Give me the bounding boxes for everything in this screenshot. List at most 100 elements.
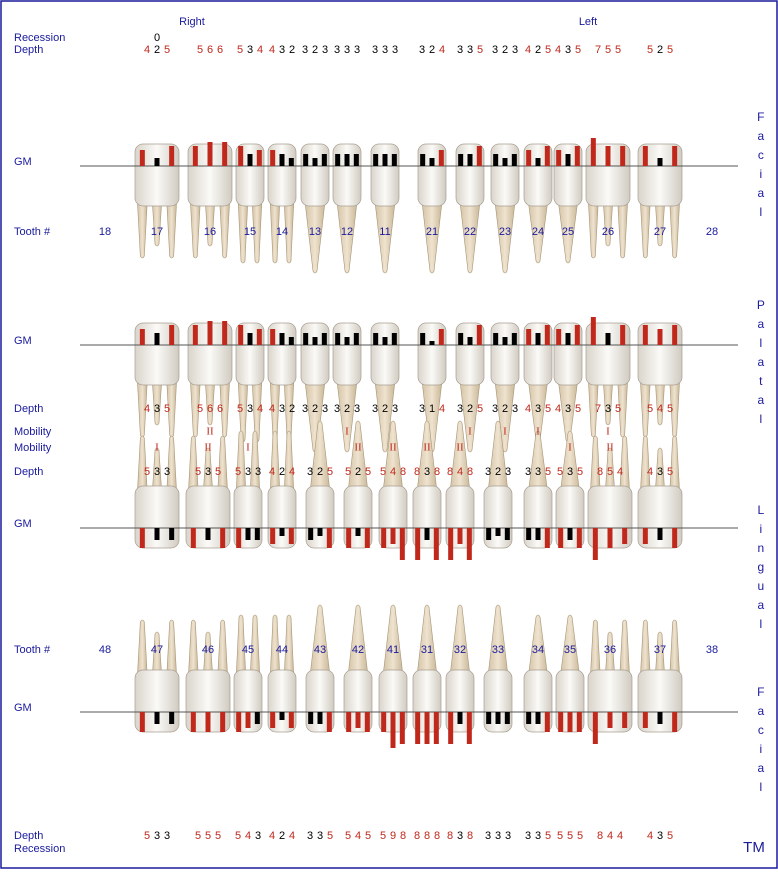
depth-value: 3	[512, 403, 518, 415]
pocket-bar	[576, 528, 582, 548]
pocket-bar	[504, 528, 510, 540]
depth-value: 2	[502, 44, 508, 56]
depth-value: 8	[434, 830, 440, 842]
depth-value: 5	[477, 403, 483, 415]
pocket-bar	[139, 150, 145, 166]
pocket-bar	[526, 712, 532, 724]
mobility: II	[206, 426, 214, 438]
tooth	[134, 619, 180, 733]
side-label: Lingual	[754, 503, 768, 636]
depth-value: 3	[245, 466, 251, 478]
tooth-number: 12	[341, 226, 353, 238]
depth-value: 4	[257, 403, 263, 415]
tooth-number: 35	[564, 644, 576, 656]
row-label: Depth	[14, 830, 43, 842]
depth-value: 3	[154, 466, 160, 478]
pocket-bar	[303, 333, 309, 345]
tooth-number: 45	[242, 644, 254, 656]
depth-value: 3	[154, 403, 160, 415]
pocket-bar	[317, 528, 323, 536]
depth-value: 5	[615, 44, 621, 56]
depth-value: 3	[302, 44, 308, 56]
pocket-bar	[312, 158, 318, 166]
pocket-bar	[279, 154, 285, 166]
pocket-bar	[317, 712, 323, 724]
mobility: I	[536, 426, 540, 438]
depth-value: 3	[457, 44, 463, 56]
pocket-bar	[620, 146, 626, 166]
pocket-bar	[238, 146, 244, 166]
row-label: Depth	[14, 44, 43, 56]
pocket-bar	[511, 154, 517, 166]
depth-value: 4	[439, 403, 445, 415]
depth-value: 3	[535, 403, 541, 415]
pocket-bar	[657, 329, 663, 345]
pocket-bar	[544, 712, 550, 732]
depth-value: 5	[345, 830, 351, 842]
depth-value: 3	[657, 830, 663, 842]
tooth	[587, 435, 633, 549]
pocket-bar	[205, 528, 211, 540]
depth-value: 5	[577, 466, 583, 478]
depth-value: 4	[257, 44, 263, 56]
pocket-bar	[558, 528, 564, 548]
pocket-bar	[353, 333, 359, 345]
depth-value: 3	[279, 44, 285, 56]
mobility: I	[246, 442, 250, 454]
pocket-bar	[544, 146, 550, 166]
depth-value: 4	[555, 403, 561, 415]
depth-value: 4	[555, 44, 561, 56]
depth-value: 4	[269, 830, 275, 842]
depth-value: 5	[215, 830, 221, 842]
depth-value: 4	[657, 403, 663, 415]
depth-value: 5	[667, 44, 673, 56]
depth-value: 2	[657, 44, 663, 56]
tooth	[637, 322, 683, 438]
pocket-bar	[220, 712, 226, 732]
depth-value: 5	[144, 466, 150, 478]
pocket-bar	[493, 154, 499, 166]
depth-value: 5	[215, 466, 221, 478]
mobility: II	[354, 442, 362, 454]
depth-value: 5	[567, 830, 573, 842]
depth-value: 2	[429, 44, 435, 56]
depth-value: 5	[667, 466, 673, 478]
tooth-crown	[585, 143, 631, 207]
row-label: GM	[14, 702, 32, 714]
pocket-bar	[326, 712, 332, 732]
pocket-bar	[592, 528, 598, 560]
depth-value: 2	[355, 466, 361, 478]
depth-value: 5	[605, 44, 611, 56]
pocket-bar	[220, 528, 226, 548]
depth-value: 3	[565, 44, 571, 56]
pocket-bar	[458, 333, 464, 345]
pocket-bar	[236, 712, 242, 732]
pocket-bar	[279, 333, 285, 345]
pocket-bar	[556, 150, 562, 166]
depth-value: 7	[595, 44, 601, 56]
depth-value: 8	[597, 466, 603, 478]
pocket-bar	[535, 333, 541, 345]
row-label: GM	[14, 156, 32, 168]
depth-value: 3	[255, 466, 261, 478]
depth-value: 2	[279, 466, 285, 478]
depth-value: 7	[595, 403, 601, 415]
depth-value: 5	[237, 44, 243, 56]
tooth-crown	[134, 485, 180, 549]
pocket-bar	[424, 528, 430, 540]
row-label: Mobility	[14, 442, 52, 454]
pocket-bar	[574, 325, 580, 345]
depth-value: 3	[492, 44, 498, 56]
depth-value: 3	[334, 403, 340, 415]
depth-value: 4	[144, 44, 150, 56]
depth-value: 8	[447, 830, 453, 842]
pocket-bar	[256, 329, 262, 345]
tooth	[585, 143, 631, 259]
depth-value: 5	[380, 466, 386, 478]
depth-value: 3	[205, 466, 211, 478]
tooth-number: 44	[276, 644, 288, 656]
depth-value: 3	[512, 44, 518, 56]
pocket-bar	[279, 712, 285, 720]
